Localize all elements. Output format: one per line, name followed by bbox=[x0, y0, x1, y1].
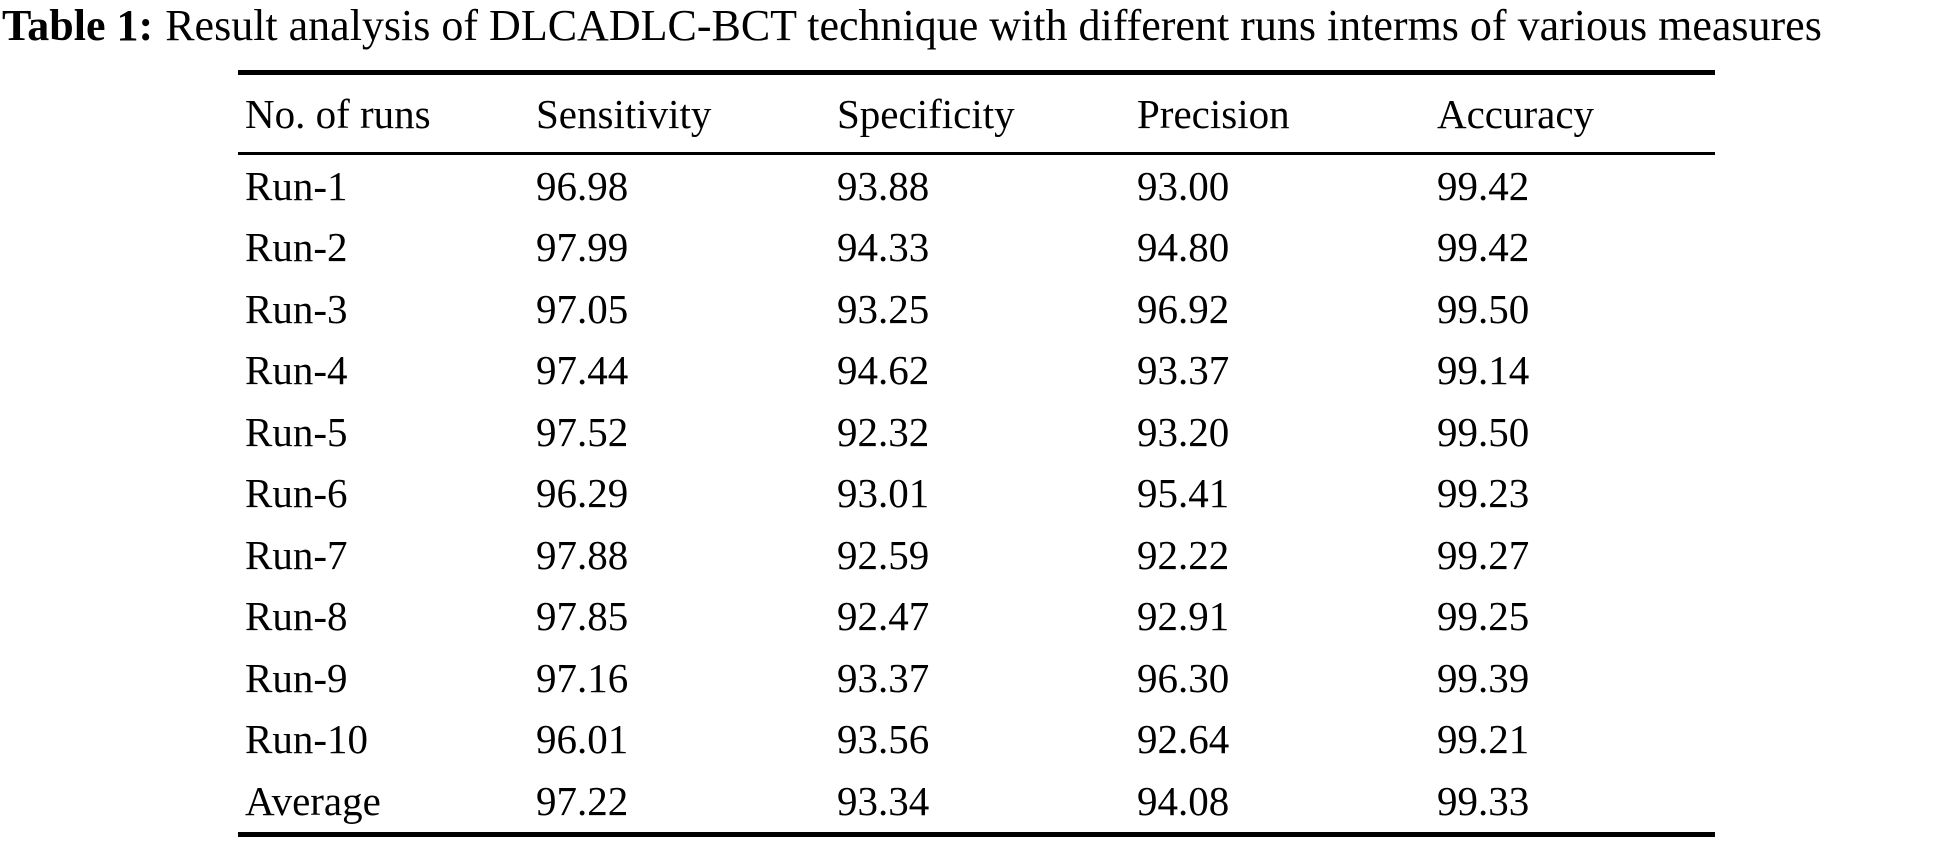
value-cell: 99.50 bbox=[1437, 408, 1530, 455]
value-cell: 93.37 bbox=[1137, 347, 1230, 394]
value-cell: 96.98 bbox=[536, 162, 629, 209]
value-cell: 92.22 bbox=[1137, 531, 1230, 578]
row-label: Run-3 bbox=[245, 285, 348, 332]
row-label: Run-5 bbox=[245, 408, 348, 455]
value-cell: 97.99 bbox=[536, 224, 629, 271]
value-cell: 92.32 bbox=[837, 408, 930, 455]
column-header-specificity: Specificity bbox=[837, 72, 1137, 155]
table-row: Run-8 97.85 92.47 92.91 99.25 bbox=[238, 586, 1715, 648]
row-label: Run-9 bbox=[245, 654, 348, 701]
value-cell: 93.00 bbox=[1137, 162, 1230, 209]
table-caption: Table 1: Result analysis of DLCADLC-BCT t… bbox=[2, 0, 1822, 54]
value-cell: 99.14 bbox=[1437, 347, 1530, 394]
row-label: Run-6 bbox=[245, 470, 348, 517]
row-label: Average bbox=[245, 777, 381, 824]
column-header-accuracy: Accuracy bbox=[1437, 72, 1715, 155]
table-row: Run-2 97.99 94.33 94.80 99.42 bbox=[238, 217, 1715, 279]
value-cell: 92.47 bbox=[837, 593, 930, 640]
value-cell: 99.25 bbox=[1437, 593, 1530, 640]
value-cell: 99.23 bbox=[1437, 470, 1530, 517]
row-label: Run-2 bbox=[245, 224, 348, 271]
value-cell: 92.91 bbox=[1137, 593, 1230, 640]
column-header-runs: No. of runs bbox=[238, 72, 536, 155]
row-label: Run-1 bbox=[245, 162, 348, 209]
results-table: No. of runs Sensitivity Specificity Prec… bbox=[238, 70, 1715, 837]
table-row: Run-4 97.44 94.62 93.37 99.14 bbox=[238, 340, 1715, 402]
value-cell: 94.08 bbox=[1137, 777, 1230, 824]
value-cell: 93.34 bbox=[837, 777, 930, 824]
value-cell: 99.42 bbox=[1437, 162, 1530, 209]
value-cell: 94.33 bbox=[837, 224, 930, 271]
value-cell: 99.27 bbox=[1437, 531, 1530, 578]
value-cell: 97.85 bbox=[536, 593, 629, 640]
table-row: Run-10 96.01 93.56 92.64 99.21 bbox=[238, 709, 1715, 771]
value-cell: 94.80 bbox=[1137, 224, 1230, 271]
value-cell: 97.22 bbox=[536, 777, 629, 824]
value-cell: 93.56 bbox=[837, 716, 930, 763]
table-row: Run-3 97.05 93.25 96.92 99.50 bbox=[238, 278, 1715, 340]
value-cell: 99.39 bbox=[1437, 654, 1530, 701]
table-row: Run-7 97.88 92.59 92.22 99.27 bbox=[238, 524, 1715, 586]
value-cell: 96.29 bbox=[536, 470, 629, 517]
value-cell: 99.33 bbox=[1437, 777, 1530, 824]
value-cell: 93.37 bbox=[837, 654, 930, 701]
value-cell: 93.20 bbox=[1137, 408, 1230, 455]
value-cell: 96.01 bbox=[536, 716, 629, 763]
row-label: Run-8 bbox=[245, 593, 348, 640]
value-cell: 97.16 bbox=[536, 654, 629, 701]
row-label: Run-7 bbox=[245, 531, 348, 578]
value-cell: 93.25 bbox=[837, 285, 930, 332]
table-caption-label: Table 1: bbox=[2, 1, 154, 50]
value-cell: 92.64 bbox=[1137, 716, 1230, 763]
value-cell: 93.88 bbox=[837, 162, 930, 209]
header-row: No. of runs Sensitivity Specificity Prec… bbox=[238, 72, 1715, 155]
value-cell: 94.62 bbox=[837, 347, 930, 394]
value-cell: 96.92 bbox=[1137, 285, 1230, 332]
value-cell: 95.41 bbox=[1137, 470, 1230, 517]
table-row: Run-1 96.98 93.88 93.00 99.42 bbox=[238, 154, 1715, 217]
table-row: Run-9 97.16 93.37 96.30 99.39 bbox=[238, 647, 1715, 709]
row-label: Run-4 bbox=[245, 347, 348, 394]
table-row-average: Average 97.22 93.34 94.08 99.33 bbox=[238, 770, 1715, 834]
table-row: Run-6 96.29 93.01 95.41 99.23 bbox=[238, 463, 1715, 525]
value-cell: 93.01 bbox=[837, 470, 930, 517]
value-cell: 97.05 bbox=[536, 285, 629, 332]
value-cell: 97.44 bbox=[536, 347, 629, 394]
value-cell: 97.88 bbox=[536, 531, 629, 578]
table-row: Run-5 97.52 92.32 93.20 99.50 bbox=[238, 401, 1715, 463]
value-cell: 92.59 bbox=[837, 531, 930, 578]
value-cell: 99.50 bbox=[1437, 285, 1530, 332]
value-cell: 99.21 bbox=[1437, 716, 1530, 763]
column-header-sensitivity: Sensitivity bbox=[536, 72, 837, 155]
value-cell: 96.30 bbox=[1137, 654, 1230, 701]
table-caption-text: Result analysis of DLCADLC-BCT technique… bbox=[165, 1, 1822, 50]
column-header-precision: Precision bbox=[1137, 72, 1437, 155]
value-cell: 97.52 bbox=[536, 408, 629, 455]
value-cell: 99.42 bbox=[1437, 224, 1530, 271]
row-label: Run-10 bbox=[245, 716, 368, 763]
